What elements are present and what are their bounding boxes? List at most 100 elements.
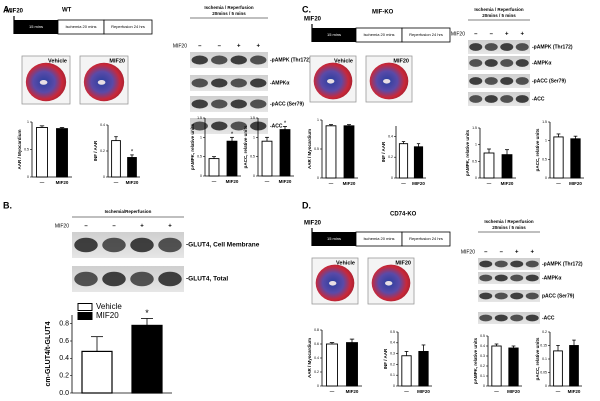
heart-label: MIF20 xyxy=(109,58,125,64)
bar xyxy=(553,350,563,387)
error-bar xyxy=(91,336,103,352)
y-tick-label: 1.5 xyxy=(197,116,202,120)
y-tick-label: 0 xyxy=(253,174,255,178)
bar xyxy=(413,146,424,179)
protocol-reperfusion-label: Reperfusion 24 hrs xyxy=(409,32,443,37)
y-axis-label: pAMPK, relative units xyxy=(465,129,470,176)
y-tick-label: 0.4 xyxy=(59,355,69,362)
y-tick-label: 0.5 xyxy=(197,155,202,159)
x-tick-label: — xyxy=(487,181,492,186)
y-tick-label: 0.1 xyxy=(480,374,485,378)
lane-label: + xyxy=(505,32,509,38)
y-axis-label: INF / AAR xyxy=(93,140,98,161)
error-bar xyxy=(130,154,134,158)
blot-band xyxy=(74,237,98,253)
y-tick-label: 0.5 xyxy=(250,155,255,159)
y-tick-label: 0.5 xyxy=(24,147,29,151)
blot-band xyxy=(230,99,247,109)
error-bar xyxy=(329,342,335,344)
x-tick-label: — xyxy=(265,179,270,184)
lane-label: – xyxy=(198,44,202,50)
blot-band xyxy=(469,59,483,67)
x-tick-label: MIF20 xyxy=(501,181,514,186)
blot-band xyxy=(191,121,208,131)
bar xyxy=(279,129,291,177)
x-tick-label: MIF20 xyxy=(279,179,292,184)
x-tick-label: — xyxy=(494,389,499,394)
drug-label: MIF20 xyxy=(304,17,322,23)
blot-title: Ischemia / Reperfusion xyxy=(484,219,534,224)
y-tick-label: 0.3 xyxy=(390,352,395,356)
error-bar xyxy=(404,351,409,356)
y-tick-label: 0.2 xyxy=(314,370,319,374)
y-tick-label: 0.15 xyxy=(540,343,547,347)
blot-band xyxy=(484,59,498,67)
blot-band xyxy=(500,43,514,51)
y-tick-label: 0.05 xyxy=(540,370,547,374)
bar xyxy=(569,345,579,387)
band-label: -AMPKα xyxy=(532,60,552,66)
y-tick-label: 1.5 xyxy=(472,126,477,130)
blot-band xyxy=(484,77,498,85)
protocol-pre xyxy=(312,28,356,42)
blot-band xyxy=(515,43,529,51)
error-bar xyxy=(230,136,234,142)
y-axis-label: pAMPK, relative units xyxy=(473,337,478,384)
lane-label: + xyxy=(530,250,534,256)
bar xyxy=(56,128,68,178)
y-axis-label: pACC, relative units xyxy=(535,337,540,380)
heart-lumen xyxy=(39,80,48,85)
blot-band xyxy=(510,274,524,282)
blot-strip xyxy=(190,118,268,134)
bar xyxy=(343,125,355,179)
y-tick-label: 1.5 xyxy=(542,120,547,124)
blot-band xyxy=(230,78,247,88)
blot-band xyxy=(211,78,228,88)
blot-subtitle: 20mins / 5 mins xyxy=(212,11,246,16)
blot-band xyxy=(525,292,539,300)
y-tick-label: 0 xyxy=(475,176,477,180)
bar xyxy=(401,355,412,387)
strain-label: WT xyxy=(62,8,72,14)
drug-label: MIF20 xyxy=(6,9,24,15)
blot-band xyxy=(74,271,98,287)
bar xyxy=(111,140,121,178)
x-tick-label: MIF20 xyxy=(346,389,359,394)
band-label: -ACC xyxy=(532,96,545,102)
bar xyxy=(261,140,273,177)
treatment-label: MIF20 xyxy=(55,223,69,229)
lane-label: + xyxy=(256,44,260,50)
y-tick-label: 1 xyxy=(545,139,547,143)
x-tick-label: MIF20 xyxy=(568,389,581,394)
blot-band xyxy=(191,55,208,65)
y-tick-label: 0.2 xyxy=(388,155,393,159)
y-tick-label: 0.1 xyxy=(542,357,547,361)
blot-band xyxy=(230,55,247,65)
y-tick-label: 0.4 xyxy=(480,344,485,348)
blot-band xyxy=(500,59,514,67)
significance: * xyxy=(131,149,134,155)
y-tick-label: 1 xyxy=(27,120,29,124)
treatment-label: MIF20 xyxy=(461,249,475,255)
lane-label: + xyxy=(168,224,172,230)
heart-lumen xyxy=(383,79,391,84)
blot-strip xyxy=(468,40,530,54)
lane-label: – xyxy=(474,32,478,38)
bar xyxy=(508,347,519,387)
y-tick-label: 0.4 xyxy=(100,123,105,127)
x-tick-label: MIF20 xyxy=(226,179,239,184)
heart-label: Vehicle xyxy=(336,260,355,266)
protocol-pre-label: 15 mins xyxy=(327,32,341,37)
blot-strip xyxy=(478,290,540,302)
band-label: -AMPKα xyxy=(270,80,290,86)
y-tick-label: 0.3 xyxy=(480,354,485,358)
error-bar xyxy=(59,127,65,129)
blot-strip xyxy=(478,258,540,270)
blot-title: Ischemia / Reperfusion xyxy=(204,5,254,10)
bar xyxy=(483,152,495,179)
error-bar xyxy=(556,345,560,351)
x-tick-label: — xyxy=(330,389,335,394)
error-bar xyxy=(39,125,45,128)
blot-band xyxy=(469,95,483,103)
x-tick-label: — xyxy=(556,389,561,394)
